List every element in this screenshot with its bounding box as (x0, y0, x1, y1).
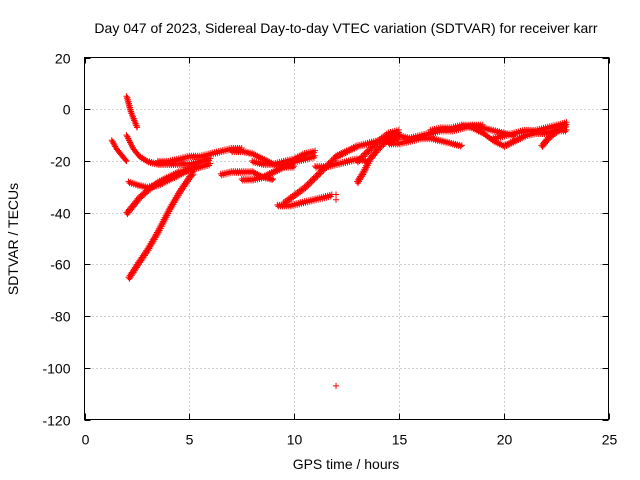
point-track-d (207, 160, 214, 167)
x-axis-label: GPS time / hours (293, 456, 400, 472)
y-tick-label: 0 (63, 102, 71, 118)
y-tick-label: -40 (50, 206, 70, 222)
y-axis-label: SDTVAR / TECUs (5, 183, 21, 295)
point-track-c (207, 155, 214, 162)
y-tick-label: -120 (42, 413, 70, 429)
point-track-h (269, 177, 276, 184)
point-track-w (563, 121, 570, 128)
y-tick-label: -80 (50, 309, 70, 325)
axis-ticks (84, 57, 610, 421)
point-track-b (122, 156, 129, 163)
grid-lines (84, 57, 609, 420)
point-isolated (333, 196, 340, 203)
x-tick-label: 10 (287, 432, 303, 448)
y-tick-label: -20 (50, 154, 70, 170)
point-track-j (312, 152, 319, 159)
point-track-q (395, 126, 402, 133)
point-isolated (333, 191, 340, 198)
data-points (108, 93, 570, 389)
point-track-f (190, 168, 197, 175)
y-tick-label: 20 (55, 51, 71, 67)
chart-title: Day 047 of 2023, Sidereal Day-to-day VTE… (94, 20, 597, 36)
point-track-a (133, 124, 140, 131)
x-tick-label: 5 (186, 432, 194, 448)
x-tick-label: 15 (392, 432, 408, 448)
y-tick-label: -100 (42, 361, 70, 377)
point-track-r (457, 143, 464, 150)
point-isolated (333, 382, 340, 389)
x-tick-label: 0 (82, 432, 90, 448)
point-track-h (270, 176, 277, 183)
x-tick-label: 20 (497, 432, 513, 448)
point-track-r (458, 142, 465, 149)
y-tick-label: -60 (50, 257, 70, 273)
plot-frame (84, 57, 609, 420)
point-track-e (196, 163, 203, 170)
point-track-b (123, 157, 130, 164)
point-track-k (312, 147, 319, 154)
tick-labels: 0 5 10 15 20 25 20 0 -20 -40 -60 -80 -100 -120 (42, 51, 617, 448)
x-tick-label: 25 (602, 432, 618, 448)
